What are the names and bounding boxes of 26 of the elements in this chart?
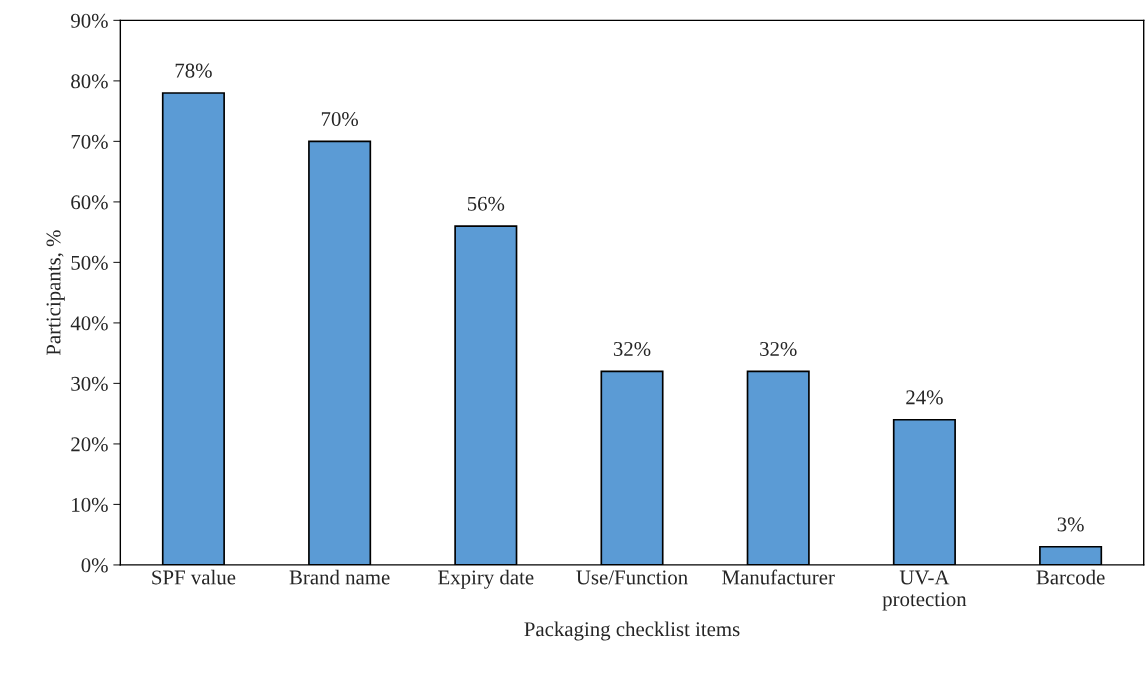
data-label: 78% — [175, 63, 212, 78]
y-tick-label: 10% — [72, 497, 108, 512]
data-label: 32% — [760, 341, 797, 357]
x-tick-label: UV-A protection — [882, 570, 967, 611]
y-tick-label: 60% — [71, 195, 108, 210]
data-label: 56% — [467, 196, 505, 211]
y-tick-label: 20% — [71, 437, 108, 452]
y-tick-label: 90% — [71, 13, 108, 28]
y-tick-label: 0% — [81, 558, 108, 573]
y-tick-label: 30% — [71, 376, 108, 391]
data-label: 3% — [1057, 517, 1084, 532]
x-tick-label: Expiry date — [438, 569, 534, 589]
y-tick-label: 70% — [71, 134, 108, 149]
data-label: 32% — [613, 341, 651, 357]
x-tick-label: SPF value — [152, 569, 236, 585]
x-axis-title: Packaging checklist items — [524, 621, 740, 641]
data-label: 70% — [321, 111, 359, 127]
y-axis-title: Participants, % — [46, 230, 65, 356]
data-label: 24% — [906, 390, 943, 405]
x-tick-label: Barcode — [1036, 569, 1105, 585]
x-tick-label: Manufacturer — [722, 569, 835, 585]
y-tick-label: 40% — [70, 316, 108, 331]
y-tick-label: 80% — [71, 74, 108, 89]
y-tick-label: 50% — [71, 255, 108, 270]
x-tick-label: Brand name — [289, 569, 390, 585]
x-tick-label: Use/Function — [576, 570, 688, 585]
